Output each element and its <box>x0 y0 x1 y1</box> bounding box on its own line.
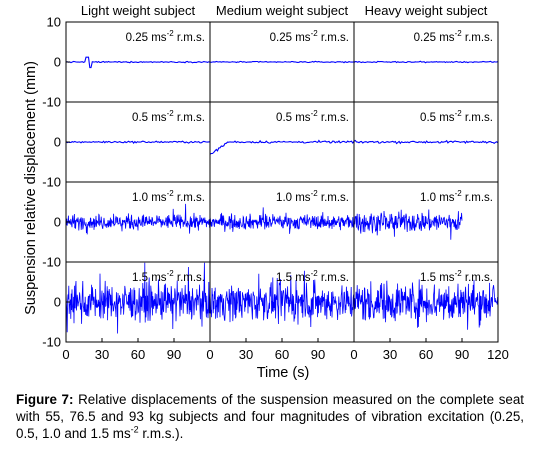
figure-caption: Figure 7: Relative displacements of the … <box>16 391 524 442</box>
y-axis-label: Suspension relative displacement (mm) <box>23 61 39 315</box>
rms-annotation: 1.5 ms-2 r.m.s. <box>276 269 349 284</box>
x-tick-label: 30 <box>95 347 109 362</box>
caption-label: Figure 7: <box>16 392 74 407</box>
column-title: Medium weight subject <box>216 3 349 18</box>
trace-r1-c0 <box>65 140 211 144</box>
caption-text: Relative displacements of the suspension… <box>16 392 525 441</box>
caption-exponent: -2 <box>130 424 139 435</box>
trace-r3-c0 <box>65 262 211 334</box>
rms-annotation: 0.5 ms-2 r.m.s. <box>420 109 493 124</box>
trace-r3-c1 <box>209 270 355 328</box>
x-tick-label: 0 <box>206 347 213 362</box>
caption-text-end: r.m.s.). <box>138 426 184 441</box>
column-title: Light weight subject <box>81 3 196 18</box>
rms-annotation: 0.5 ms-2 r.m.s. <box>276 109 349 124</box>
trace-r0-c0 <box>66 56 211 69</box>
rms-annotation: 0.25 ms-2 r.m.s. <box>126 29 205 44</box>
x-tick-label: 90 <box>311 347 325 362</box>
rms-annotation: 0.5 ms-2 r.m.s. <box>132 109 205 124</box>
rms-annotation: 1.0 ms-2 r.m.s. <box>420 189 493 204</box>
y-tick-label: 0 <box>54 55 61 70</box>
trace-r1-c2 <box>353 139 499 145</box>
y-tick-label: 0 <box>54 295 61 310</box>
x-tick-label: 0 <box>62 347 69 362</box>
x-tick-label: 90 <box>167 347 181 362</box>
x-tick-label: 30 <box>239 347 253 362</box>
x-tick-label: 0 <box>350 347 357 362</box>
y-tick-label: -10 <box>42 335 61 350</box>
column-title: Heavy weight subject <box>365 3 488 18</box>
rms-annotation: 1.5 ms-2 r.m.s. <box>420 269 493 284</box>
x-axis-label: Time (s) <box>257 365 310 380</box>
x-tick-label: 90 <box>455 347 469 362</box>
chart: 100-100-100-100-100 30 60 90 0 30 60 90 0 30 60 90 1… <box>23 3 509 380</box>
x-tick-label: 30 <box>383 347 397 362</box>
trace-r2-c1 <box>209 207 355 234</box>
rms-annotation: 0.25 ms-2 r.m.s. <box>270 29 349 44</box>
trace-r0-c1 <box>209 60 355 64</box>
y-tick-label: 0 <box>54 135 61 150</box>
x-tick-label: 60 <box>275 347 289 362</box>
rms-annotation: 1.0 ms-2 r.m.s. <box>276 189 349 204</box>
trace-r0-c2 <box>353 60 499 64</box>
rms-annotation: 1.0 ms-2 r.m.s. <box>132 189 205 204</box>
y-tick-label: -10 <box>42 95 61 110</box>
trace-r1-c1 <box>209 139 355 155</box>
x-tick-label: 60 <box>131 347 145 362</box>
trace-r3-c2 <box>353 279 499 330</box>
y-tick-label: 10 <box>47 15 61 30</box>
trace-r2-c0 <box>65 203 211 235</box>
rms-annotation: 0.25 ms-2 r.m.s. <box>414 29 493 44</box>
x-tick-label: 60 <box>419 347 433 362</box>
trace-r2-c2 <box>353 209 463 240</box>
y-tick-label: -10 <box>42 255 61 270</box>
x-tick-label: 120 <box>487 347 509 362</box>
rms-annotation: 1.5 ms-2 r.m.s. <box>132 269 205 284</box>
y-tick-label: -10 <box>42 175 61 190</box>
y-tick-label: 0 <box>54 215 61 230</box>
